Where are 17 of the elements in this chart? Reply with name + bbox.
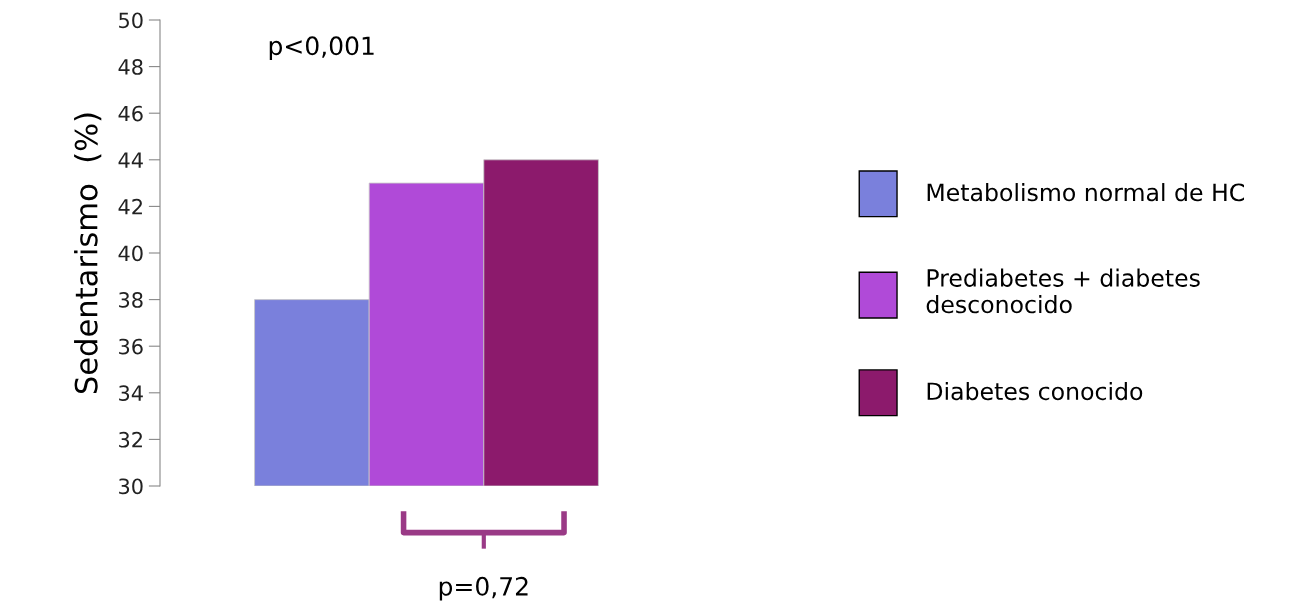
y-tick-label: 46 — [118, 105, 143, 122]
y-tick-label: 32 — [119, 431, 142, 448]
y-tick-label: 36 — [119, 338, 143, 355]
y-tick-label: 44 — [118, 152, 143, 168]
y-tick-label: 50 — [119, 12, 143, 29]
y-tick-label: 48 — [118, 59, 143, 75]
y-tick-label: 30 — [119, 478, 143, 495]
y-tick-label: 40 — [118, 245, 143, 262]
y-axis-title: Sedentarismo (%) — [74, 113, 102, 394]
legend-label: Metabolismo normal de HC — [927, 183, 1245, 202]
text: p=0,72 — [439, 576, 528, 601]
legend-label: Prediabetes + diabetes desconocido — [926, 268, 1200, 314]
annotation: p<0,001 — [269, 36, 374, 61]
y-tick-label: 34 — [119, 385, 143, 402]
y-tick-label: 38 — [119, 292, 143, 308]
legend-label: Diabetes conocido — [927, 381, 1143, 401]
y-tick-label: 42 — [118, 198, 142, 215]
